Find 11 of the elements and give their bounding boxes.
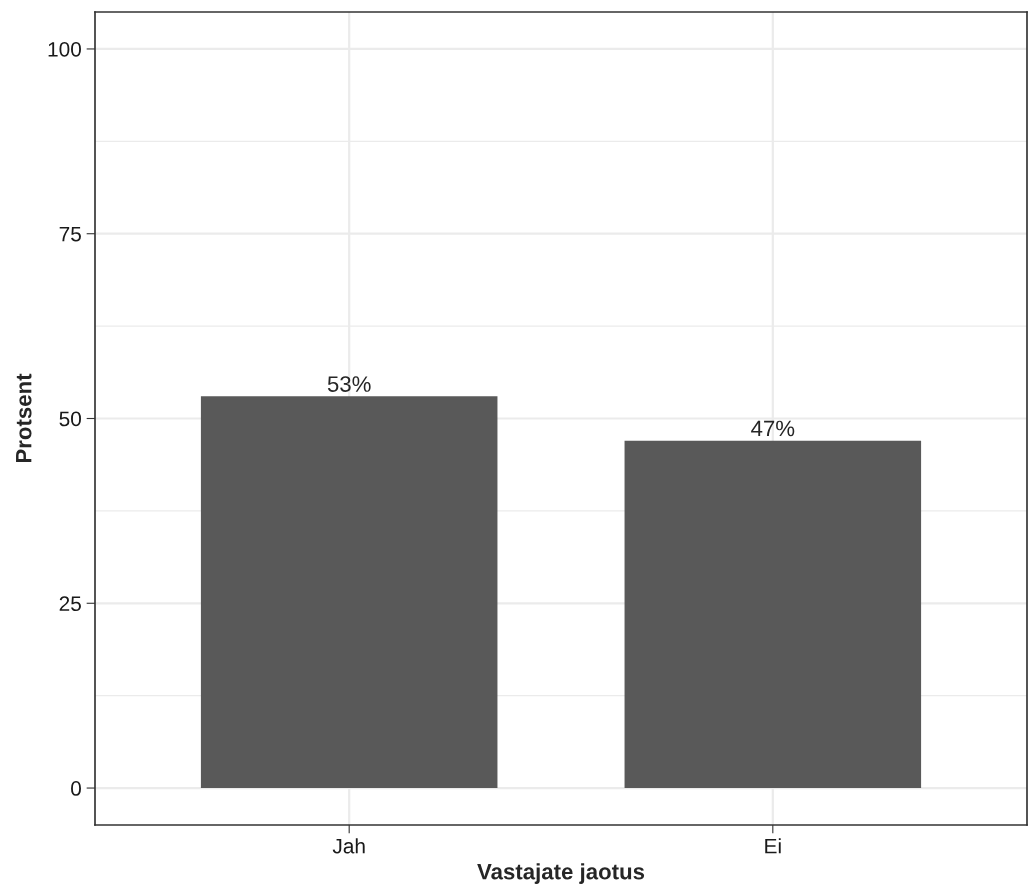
y-tick-label: 75 <box>59 226 81 242</box>
data-label: 47% <box>751 420 795 437</box>
y-tick-label: 25 <box>59 596 81 612</box>
x-axis-title: Vastajate jaotus <box>477 863 645 884</box>
x-tick-label: Jah <box>332 838 365 854</box>
y-tick-label: 0 <box>71 781 81 796</box>
y-tick-label: 100 <box>48 41 81 57</box>
y-tick-label: 50 <box>59 411 81 427</box>
y-axis-title: Protsent <box>16 373 32 463</box>
data-label: 53% <box>327 376 371 392</box>
x-tick-label: Ei <box>765 838 781 854</box>
